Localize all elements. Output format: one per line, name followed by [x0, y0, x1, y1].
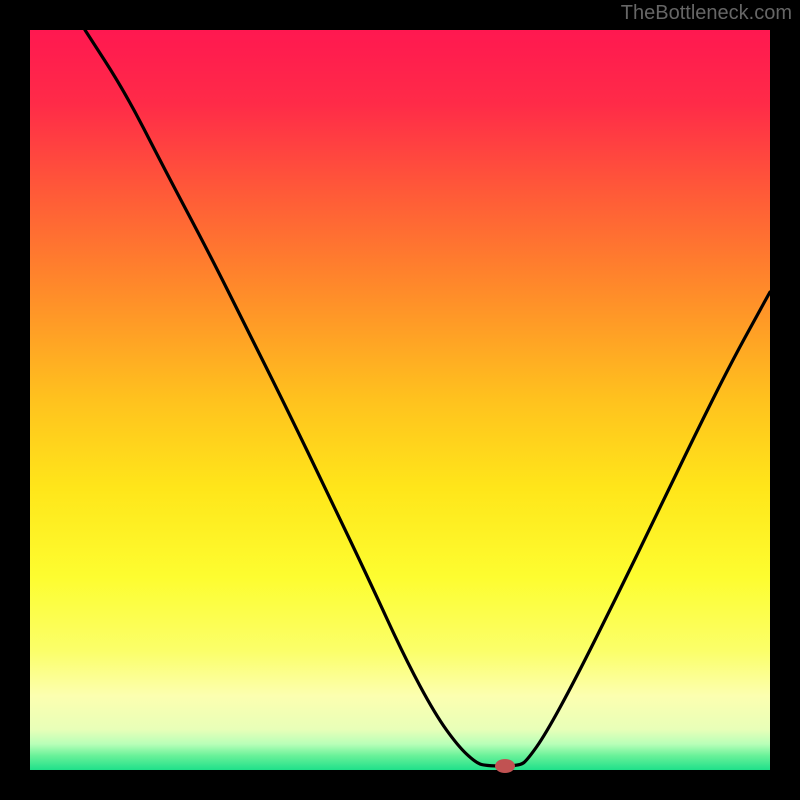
plot-area	[30, 30, 770, 770]
chart-container: TheBottleneck.com	[0, 0, 800, 800]
minimum-marker	[495, 759, 515, 773]
watermark-text: TheBottleneck.com	[621, 2, 792, 25]
bottleneck-chart	[0, 0, 800, 800]
